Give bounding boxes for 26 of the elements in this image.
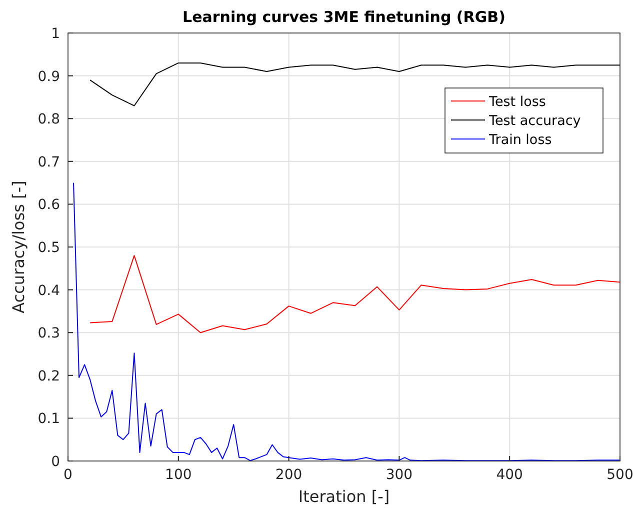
- y-tick-label: 0.9: [38, 68, 60, 85]
- x-axis-title: Iteration [-]: [298, 487, 390, 506]
- line-series: [73, 182, 620, 462]
- chart-title: Learning curves 3ME finetuning (RGB): [182, 8, 506, 26]
- legend-label: Test accuracy: [488, 113, 581, 129]
- x-tick-label: 300: [386, 467, 413, 483]
- y-tick-label: 0.5: [38, 240, 60, 256]
- y-tick-label: 0.3: [38, 326, 60, 342]
- line-series: [90, 255, 620, 334]
- x-tick-label: 400: [496, 467, 523, 483]
- x-tick-label: 100: [165, 467, 192, 483]
- y-tick-label: 0.8: [38, 112, 60, 128]
- line-series: [90, 62, 620, 106]
- y-tick-label: 0: [51, 454, 60, 470]
- y-tick-label: 0.4: [38, 282, 60, 299]
- legend-label: Test loss: [488, 94, 546, 110]
- x-tick-label: 500: [606, 467, 633, 483]
- y-tick-label: 0.7: [38, 154, 60, 170]
- x-tick-label: 200: [275, 467, 302, 483]
- x-tick-label: 0: [64, 467, 72, 483]
- y-tick-label: 0.2: [38, 368, 60, 384]
- y-tick-label: 1: [51, 26, 60, 42]
- legend-label: Train loss: [488, 132, 552, 148]
- y-axis-title: Accuracy/loss [-]: [9, 180, 28, 314]
- y-tick-label: 0.1: [38, 411, 60, 428]
- y-tick-label: 0.6: [38, 197, 60, 214]
